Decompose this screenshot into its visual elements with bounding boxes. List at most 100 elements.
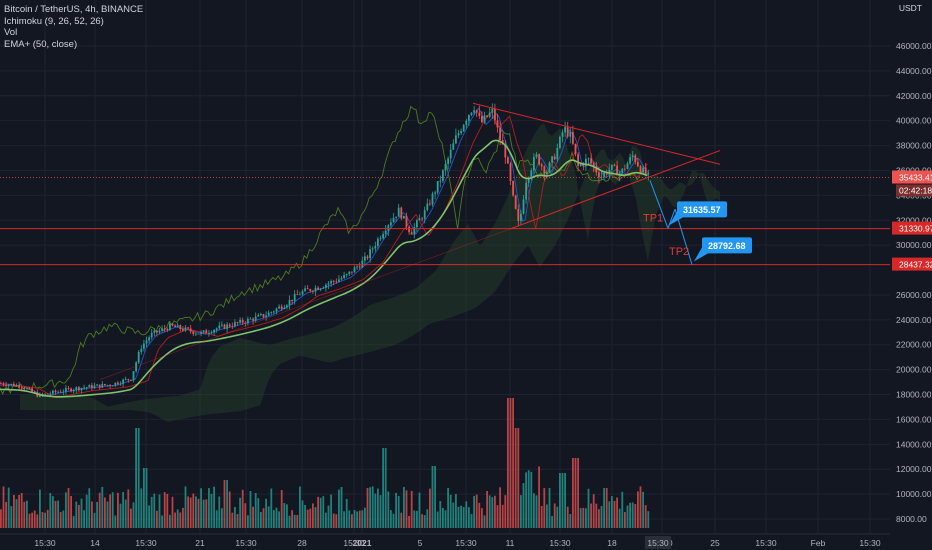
candle-body <box>223 324 226 329</box>
volume-bar <box>616 497 618 528</box>
volume-bar <box>449 494 452 528</box>
volume-bar <box>478 502 481 528</box>
candle-body <box>213 330 215 333</box>
callout-price: 28792.68 <box>708 241 746 251</box>
candle-body <box>65 388 67 392</box>
volume-bar <box>377 488 379 528</box>
target-callout-2[interactable]: 28792.68 <box>694 237 752 262</box>
volume-bar <box>514 428 517 528</box>
currency-label[interactable]: USDT <box>898 3 922 13</box>
candle-body <box>241 319 244 323</box>
volume-bar <box>535 495 538 528</box>
time-tick-label: 28 <box>297 538 307 548</box>
volume-bar <box>397 496 400 528</box>
volume-bar <box>556 506 559 528</box>
price-tick-label: 46000.00 <box>896 41 932 51</box>
candle-body <box>332 281 335 282</box>
time-tick-label: 15:30 <box>343 538 365 548</box>
price-tick-label: 10000.00 <box>896 489 932 499</box>
volume-bar <box>322 496 325 528</box>
upper-trendline[interactable] <box>472 102 721 165</box>
candle-body <box>566 127 569 137</box>
volume-bar <box>200 488 202 528</box>
volume-bar <box>379 495 382 528</box>
candle-body <box>109 384 111 386</box>
volume-bar <box>475 494 478 528</box>
volume-bar <box>221 508 223 528</box>
volume-bar <box>314 507 317 528</box>
candle-body <box>153 330 156 333</box>
volume-bar <box>353 509 356 528</box>
volume-bar <box>117 492 119 528</box>
current-price-tag[interactable]: 35433.41 <box>892 170 932 184</box>
candle-body <box>613 164 616 166</box>
lower-trendline[interactable] <box>509 150 721 230</box>
candle-body <box>436 181 439 193</box>
volume-bar <box>483 515 486 528</box>
indicator-ichimoku[interactable]: Ichimoku (9, 26, 52, 26) <box>4 15 104 27</box>
volume-bar <box>28 513 31 528</box>
symbol-title[interactable]: Bitcoin / TetherUS, 4h, BINANCE <box>4 4 144 15</box>
candle-body <box>392 217 395 223</box>
candle-body <box>361 260 364 268</box>
candle-body <box>249 318 252 320</box>
candle-body <box>28 388 31 390</box>
candle-body <box>291 299 293 302</box>
candle-body <box>356 266 358 268</box>
volume-bar <box>150 496 153 528</box>
volume-bar <box>444 510 447 528</box>
volume-bar <box>553 503 556 528</box>
indicator-vol[interactable]: Vol <box>4 27 18 38</box>
candle-body <box>465 120 468 126</box>
candle-body <box>20 387 23 389</box>
ema-line[interactable] <box>0 139 648 398</box>
volume-bar <box>442 507 444 528</box>
volume-bar <box>223 480 226 528</box>
candle-body <box>642 167 644 173</box>
candle-body <box>215 328 218 331</box>
volume-bar <box>501 504 504 528</box>
volume-bar <box>145 468 148 528</box>
candle-body <box>137 352 140 363</box>
candle-body <box>111 385 114 387</box>
candle-body <box>15 384 18 387</box>
candle-body <box>382 234 384 239</box>
candle-body <box>520 213 522 222</box>
volume-bar <box>426 509 429 528</box>
level-tag-1[interactable]: 31330.97 <box>892 221 932 235</box>
volume-bar <box>605 488 608 528</box>
candle-body <box>618 172 621 176</box>
price-tick-label: 24000.00 <box>896 315 932 325</box>
candle-body <box>608 169 611 175</box>
candle-body <box>470 112 473 116</box>
volume-bar <box>543 488 546 528</box>
volume-bar <box>158 494 161 528</box>
candle-body <box>408 226 410 233</box>
volume-bar <box>639 486 642 528</box>
candle-body <box>322 287 325 289</box>
candle-body <box>0 383 2 385</box>
candle-body <box>5 384 7 386</box>
time-tick-label: 25 <box>710 538 720 548</box>
candle-body <box>426 203 429 211</box>
volume-bar <box>192 493 195 528</box>
volume-bar <box>392 513 395 528</box>
candle-body <box>104 384 106 386</box>
candle-body <box>460 131 462 134</box>
indicator-ema[interactable]: EMA+ (50, close) <box>4 38 78 50</box>
time-tick-label: 15:30 <box>859 538 881 548</box>
volume-bar <box>390 510 392 528</box>
candle-body <box>202 330 205 333</box>
level-tag-2[interactable]: 28437.32 <box>892 257 932 271</box>
volume-bar <box>574 458 577 528</box>
target-label-tp2: TP2 <box>669 246 689 258</box>
candle-body <box>314 287 317 292</box>
candle-body <box>317 287 319 290</box>
volume-bar <box>67 488 70 528</box>
price-tick-label: 8000.00 <box>896 514 927 524</box>
target-callout-1[interactable]: 31635.57 <box>669 201 727 226</box>
volume-bar <box>457 506 460 528</box>
volume-bar <box>631 502 634 528</box>
